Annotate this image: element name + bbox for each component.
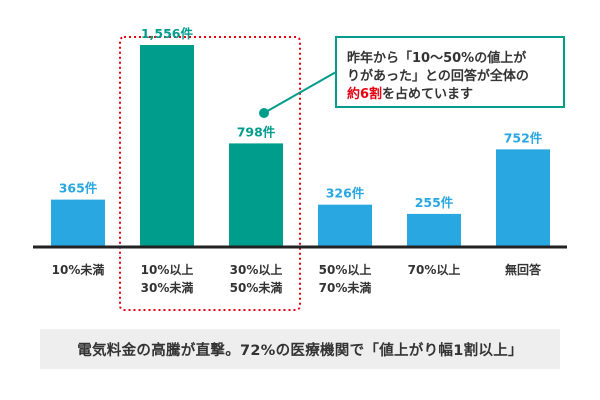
- footer-caption: 電気料金の高騰が直撃。72%の医療機関で「値上がり幅1割以上」: [40, 329, 560, 369]
- bar-value-label: 752件: [504, 130, 543, 145]
- bar: [496, 149, 550, 247]
- bar-value-label: 326件: [326, 186, 365, 201]
- category-label: 50%以上: [319, 262, 372, 277]
- category-label: 70%以上: [408, 262, 461, 277]
- bar-value-label: 1,556件: [141, 26, 194, 41]
- callout-line-2: りがあった」との回答が全体の: [347, 68, 529, 84]
- callout-highlight: 約6割: [347, 86, 382, 102]
- callout-box: [335, 36, 565, 108]
- bar: [140, 45, 194, 247]
- callout-line-3: 約6割を占めています: [347, 86, 473, 102]
- callout-line-1: 昨年から「10～50%の値上が: [347, 50, 526, 66]
- bar: [229, 143, 283, 247]
- callout-connector-line: [263, 71, 337, 114]
- category-label: 30%未満: [141, 280, 194, 295]
- category-label: 50%未満: [230, 280, 283, 295]
- bar: [407, 213, 461, 247]
- category-label: 無回答: [505, 262, 542, 277]
- category-label: 70%未満: [319, 280, 372, 295]
- callout-connector-dot: [259, 108, 269, 118]
- category-label: 10%未満: [52, 262, 105, 277]
- bar-value-label: 255件: [415, 195, 454, 210]
- category-label: 10%以上: [141, 262, 194, 277]
- bar: [51, 199, 105, 247]
- category-label: 30%以上: [230, 262, 283, 277]
- bar-value-label: 365件: [59, 181, 98, 196]
- highlight-frame: [119, 36, 301, 311]
- bar: [318, 204, 372, 247]
- callout-line-3-rest: を占めています: [382, 86, 473, 102]
- bar-value-label: 798件: [237, 124, 276, 139]
